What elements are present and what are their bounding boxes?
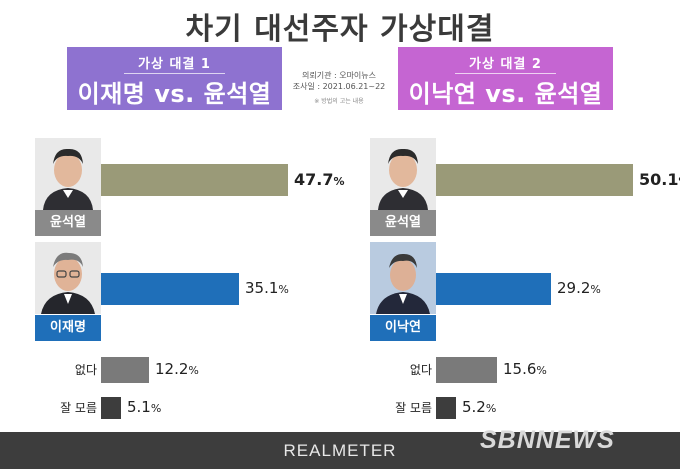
yoon-photo-2 bbox=[370, 138, 436, 210]
value-number-1-4: 5.1 bbox=[127, 398, 151, 416]
survey-date: 조사일 : 2021.06.21~22 bbox=[292, 82, 386, 91]
lee-jaemyung-name-tag: 이재명 bbox=[35, 315, 101, 341]
survey-info: 의뢰기관 : 오마이뉴스 조사일 : 2021.06.21~22 ※ 방법의 고… bbox=[289, 70, 389, 107]
bar-2-1 bbox=[436, 164, 633, 196]
yoon-name-tag-2: 윤석열 bbox=[370, 210, 436, 236]
matchup-1-sub: 가상 대결 1 bbox=[124, 57, 225, 74]
yoon-photo-1 bbox=[35, 138, 101, 210]
survey-note: ※ 방법의 고는 내용 bbox=[314, 98, 364, 105]
bar-2-2 bbox=[436, 273, 551, 305]
category-label-1-3: 없다 bbox=[74, 363, 97, 377]
bar-1-3 bbox=[101, 357, 149, 383]
value-unit-2-3: % bbox=[536, 364, 547, 377]
value-label-1-2: 35.1% bbox=[245, 279, 289, 297]
value-unit-1-3: % bbox=[188, 364, 199, 377]
value-number-2-2: 29.2 bbox=[557, 279, 591, 297]
matchup-1-title: 이재명 vs. 윤석열 bbox=[77, 80, 272, 108]
bar-1-4 bbox=[101, 397, 121, 419]
value-unit-1-2: % bbox=[278, 283, 289, 296]
value-unit-2-2: % bbox=[590, 283, 601, 296]
realmeter-logo: REALMETER bbox=[283, 441, 397, 460]
bar-2-4 bbox=[436, 397, 456, 419]
value-number-2-4: 5.2 bbox=[462, 398, 486, 416]
category-label-1-4: 잘 모름 bbox=[60, 401, 97, 415]
chart-title: 차기 대선주자 가상대결 bbox=[185, 12, 495, 47]
value-label-1-1: 47.7% bbox=[294, 170, 345, 189]
value-unit-2-4: % bbox=[485, 402, 497, 415]
value-number-2-1: 50.1 bbox=[639, 170, 679, 189]
matchup-2-sub: 가상 대결 2 bbox=[455, 57, 556, 74]
footer-bar: REALMETER bbox=[0, 432, 680, 469]
lee-nakyon-photo bbox=[370, 242, 436, 314]
value-label-2-3: 15.6% bbox=[503, 360, 547, 378]
matchup-2-title: 이낙연 vs. 윤석열 bbox=[408, 80, 603, 108]
value-number-1-2: 35.1 bbox=[245, 279, 279, 297]
value-number-2-3: 15.6 bbox=[503, 360, 537, 378]
category-label-2-3: 없다 bbox=[409, 363, 432, 377]
matchup-2-header: 가상 대결 2 이낙연 vs. 윤석열 bbox=[398, 47, 613, 110]
bar-1-2 bbox=[101, 273, 239, 305]
value-unit-1-4: % bbox=[150, 402, 162, 415]
lee-nakyon-name-tag: 이낙연 bbox=[370, 315, 436, 341]
value-label-1-4: 5.1% bbox=[127, 398, 161, 416]
matchup-1-header: 가상 대결 1 이재명 vs. 윤석열 bbox=[67, 47, 282, 110]
bar-1-1 bbox=[101, 164, 288, 196]
survey-client: 의뢰기관 : 오마이뉴스 bbox=[301, 71, 377, 80]
value-label-2-2: 29.2% bbox=[557, 279, 601, 297]
value-label-2-1: 50.1% bbox=[639, 170, 680, 189]
category-label-2-4: 잘 모름 bbox=[395, 401, 432, 415]
lee-jaemyung-photo bbox=[35, 242, 101, 314]
bar-2-3 bbox=[436, 357, 497, 383]
value-number-1-1: 47.7 bbox=[294, 170, 334, 189]
value-unit-2-1: % bbox=[678, 175, 680, 188]
value-label-1-3: 12.2% bbox=[155, 360, 199, 378]
value-unit-1-1: % bbox=[333, 175, 345, 188]
value-label-2-4: 5.2% bbox=[462, 398, 496, 416]
watermark: SBNNEWS bbox=[480, 426, 615, 454]
yoon-name-tag-1: 윤석열 bbox=[35, 210, 101, 236]
value-number-1-3: 12.2 bbox=[155, 360, 189, 378]
